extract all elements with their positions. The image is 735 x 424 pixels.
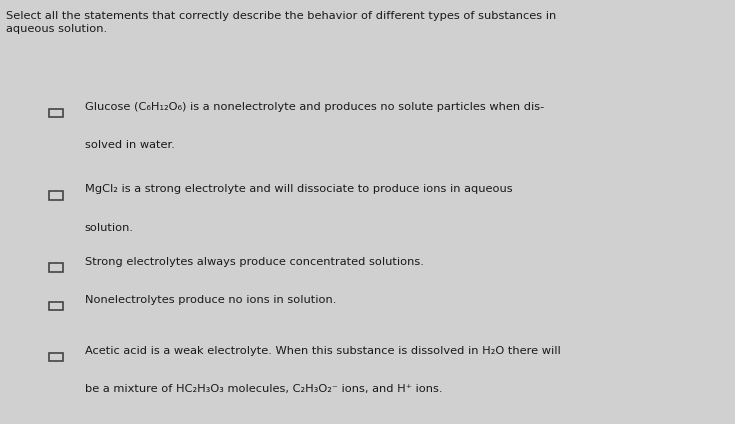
Text: solved in water.: solved in water.	[85, 140, 174, 150]
Text: Strong electrolytes always produce concentrated solutions.: Strong electrolytes always produce conce…	[85, 257, 423, 267]
Bar	[49, 301, 63, 310]
Bar	[49, 352, 63, 361]
Text: be a mixture of HC₂H₃O₃ molecules, C₂H₃O₂⁻ ions, and H⁺ ions.: be a mixture of HC₂H₃O₃ molecules, C₂H₃O…	[85, 384, 442, 394]
Text: MgCl₂ is a strong electrolyte and will dissociate to produce ions in aqueous: MgCl₂ is a strong electrolyte and will d…	[85, 184, 512, 195]
Text: Acetic acid is a weak electrolyte. When this substance is dissolved in H₂O there: Acetic acid is a weak electrolyte. When …	[85, 346, 560, 356]
Bar	[49, 109, 63, 117]
Text: Glucose (C₆H₁₂O₆) is a nonelectrolyte and produces no solute particles when dis-: Glucose (C₆H₁₂O₆) is a nonelectrolyte an…	[85, 102, 544, 112]
Bar	[49, 191, 63, 200]
Text: solution.: solution.	[85, 223, 134, 233]
Text: Nonelectrolytes produce no ions in solution.: Nonelectrolytes produce no ions in solut…	[85, 295, 336, 305]
Text: Select all the statements that correctly describe the behavior of different type: Select all the statements that correctly…	[6, 11, 556, 34]
Bar	[49, 263, 63, 272]
